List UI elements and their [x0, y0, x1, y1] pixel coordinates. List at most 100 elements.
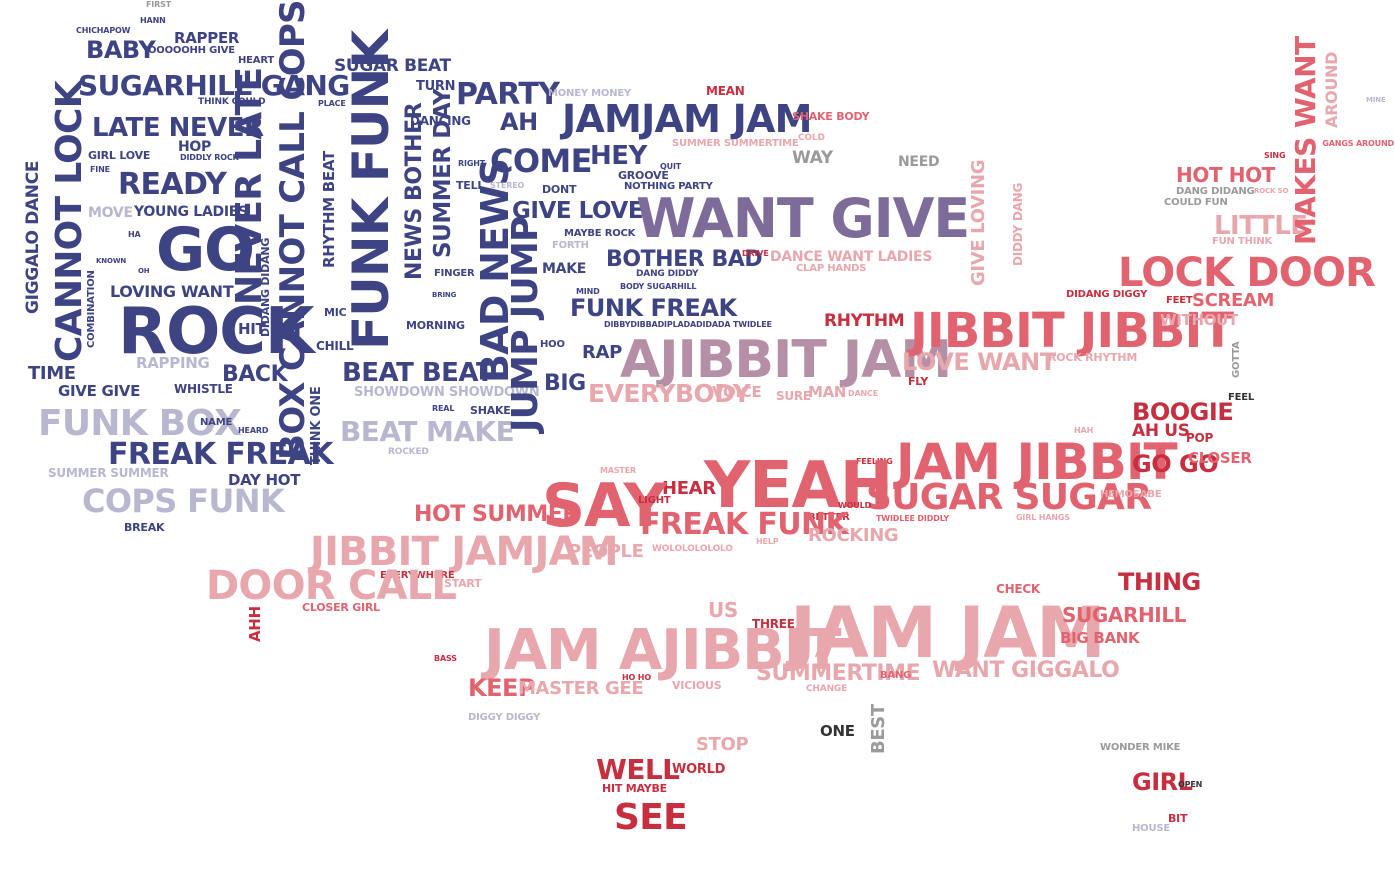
word: BETTER [808, 512, 850, 523]
word: FREAK FUNK [640, 507, 849, 542]
word: AJIBBIT JAM [620, 330, 952, 390]
word: SUGAR BEAT [334, 56, 451, 76]
word: MAYBE ROCK [564, 228, 636, 239]
word: FINGER [434, 268, 475, 279]
word: RAPPING [136, 354, 210, 372]
word: BOX CANNOT CALL COPS [273, 0, 313, 460]
word: FINE [90, 165, 110, 174]
word: SUGARHILL GANG [78, 69, 350, 102]
word: FEELING [856, 457, 893, 466]
word: WANT GIGGALO [932, 658, 1120, 683]
word: CHECK [996, 582, 1040, 596]
word: DAY HOT [228, 471, 301, 489]
word: BIG [544, 371, 586, 396]
word: ROCK RHYTHM [1048, 351, 1138, 364]
word: TELL [456, 179, 485, 192]
word: US [708, 598, 738, 622]
word: HEART [238, 55, 275, 66]
word: AROUND [1322, 51, 1341, 128]
word: HA [128, 230, 141, 239]
word: COULD FUN [1164, 197, 1228, 208]
word: KEEP [468, 674, 536, 702]
word: DIGGY DIGGY [468, 712, 541, 723]
word: CLAP HANDS [796, 263, 867, 274]
word: QUIT [660, 162, 682, 171]
word: FEET [1166, 295, 1193, 306]
word: FUNK FUNK [342, 30, 400, 350]
word: BODY SUGARHILL [620, 282, 697, 291]
word: NEED [898, 154, 940, 170]
word: JAM AJIBBIT [484, 618, 842, 683]
word: DONT [542, 183, 577, 196]
word: JAM JIBBIT [896, 433, 1178, 491]
word: HO HO [622, 673, 651, 682]
word: DRIVE [742, 249, 769, 258]
word: SHOWDOWN SHOWDOWN [354, 385, 540, 400]
word: BOOGIE [1132, 398, 1234, 426]
word: BEAT BEAT [342, 358, 494, 388]
word: SURE [776, 389, 811, 403]
word: MONEY MONEY [548, 88, 632, 99]
word: RAPPER [174, 29, 240, 47]
word: HEY [590, 141, 647, 171]
word: RHYTHM [824, 311, 905, 331]
word: OH [138, 267, 150, 275]
word: CLOSER [1188, 449, 1252, 467]
word: LOCK DOOR [1118, 250, 1376, 296]
word: DOOR CALL [206, 563, 457, 609]
word: GIRL LOVE [88, 149, 151, 162]
word: WONDER MIKE [1100, 742, 1181, 753]
word: WOLOLOLOLOLO [652, 544, 733, 554]
word: HAH [1074, 426, 1094, 435]
word: MIND [576, 287, 600, 296]
word: PLACE [318, 99, 346, 108]
word: STOP [696, 734, 749, 755]
word: KNOWN [96, 257, 127, 265]
word: COMBINATION [86, 270, 97, 348]
word: HOP [178, 139, 212, 155]
word: JAMJAM JAM [562, 97, 812, 141]
word: SUMMER DAY [430, 88, 456, 258]
word: MEAN [706, 84, 745, 98]
word: FREAK FREAK [108, 437, 334, 472]
word: SEE [614, 797, 688, 838]
word: EVERYBODY [588, 379, 751, 408]
word: SUMMER SUMMER [48, 466, 169, 480]
word: RHYTHM BEAT [320, 151, 338, 268]
word: ROCKING [808, 525, 899, 546]
word: LATE NEVER [92, 113, 264, 143]
word: MINE [1366, 96, 1386, 104]
word: VICIOUS [672, 679, 722, 692]
word: COPS FUNK [82, 482, 285, 520]
word: ROCK SO [1254, 187, 1289, 195]
word: MIC [324, 306, 347, 319]
word: WAY [792, 148, 833, 168]
word: BRING [432, 291, 457, 299]
word: WITHOUT [1160, 311, 1238, 329]
word: NAME [200, 417, 233, 428]
word: WANT GIVE [636, 187, 970, 250]
word: DIDANG DIGGY [1066, 289, 1148, 300]
word: AH US [1132, 421, 1190, 441]
word: MORNING [406, 319, 465, 332]
word: GIRL HANGS [1016, 513, 1070, 522]
word: GO GO [1132, 450, 1219, 478]
word: GIVE LOVE [512, 198, 644, 224]
word: OPEN [1178, 780, 1203, 789]
word: SUGAR SUGAR [866, 477, 1152, 518]
word: NOTHING PARTY [624, 181, 713, 192]
word: CLOSER GIRL [302, 601, 380, 614]
word: FUNK BOX [38, 403, 242, 444]
word: RIGHT [458, 159, 486, 168]
word: MASTER [600, 466, 637, 475]
word: SAY [542, 471, 667, 541]
word: BIT [1168, 812, 1188, 825]
word: CANNOT LOCK [49, 81, 90, 362]
word: DANG DIDANG [1176, 186, 1255, 197]
word: BASS [434, 654, 457, 663]
word: DANCE WANT LADIES [770, 249, 933, 265]
word: TURN [416, 79, 456, 94]
word: BABY [86, 36, 156, 64]
word: HOT HOT [1176, 163, 1275, 187]
word: ROCK [118, 295, 314, 369]
